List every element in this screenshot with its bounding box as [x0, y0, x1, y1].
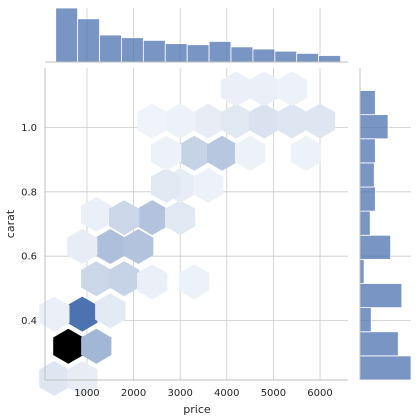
hexbin — [248, 71, 280, 107]
marginal-y-bar — [359, 186, 376, 212]
joint-hexbins — [39, 71, 336, 396]
marginal-y-bar — [359, 331, 399, 357]
marginal-y-bar — [359, 258, 365, 284]
marginal-x-bar — [208, 41, 232, 63]
marginal-x-bar — [296, 52, 320, 63]
hexbin — [151, 135, 182, 171]
x-tick-label: 6000 — [307, 388, 332, 399]
marginal-x-bar — [121, 37, 144, 63]
hexbin — [290, 135, 322, 171]
hexbin — [109, 200, 140, 236]
joint-axes: 1000 2000 3000 4000 5000 6000 0.4 0.6 0.8 1.0 — [21, 68, 348, 399]
x-tick-label: 2000 — [121, 388, 146, 399]
hexbin — [81, 261, 112, 297]
marginal-y-histogram — [359, 68, 412, 381]
marginal-y-bar — [359, 162, 375, 188]
hexbin — [151, 167, 182, 203]
hexbin — [53, 328, 84, 364]
hexbin — [165, 103, 196, 139]
hexbin — [221, 71, 252, 107]
marginal-x-bar — [318, 55, 341, 63]
marginal-y-bar — [359, 210, 371, 236]
hexbin — [123, 229, 154, 264]
x-tick-label: 5000 — [261, 388, 286, 399]
x-axis-label: price — [183, 403, 211, 416]
marginal-y-bar — [359, 138, 376, 164]
marginal-y-bar — [359, 307, 372, 333]
hexbin — [39, 296, 70, 332]
marginal-x-histogram — [45, 7, 348, 63]
hexbin — [221, 103, 252, 139]
hexbin — [248, 103, 280, 139]
marginal-y-bar — [359, 90, 376, 116]
y-tick-label: 0.6 — [21, 252, 37, 263]
hexbin — [179, 264, 210, 300]
hexbin — [67, 229, 98, 264]
hexbin — [81, 196, 112, 232]
marginal-x-bar — [230, 46, 254, 63]
hexbin — [137, 264, 168, 300]
hexbin — [67, 360, 98, 396]
hexbin — [165, 200, 196, 236]
hexbin — [137, 200, 168, 236]
hexbin — [39, 360, 70, 396]
marginal-x-bar — [186, 44, 210, 63]
marginal-x-bar — [55, 7, 79, 63]
marginal-y-bar — [359, 234, 392, 260]
hexbin — [304, 103, 336, 139]
hexbin — [235, 135, 266, 171]
marginal-x-bar — [142, 40, 166, 63]
hexbin — [179, 135, 210, 171]
marginal-y-bar — [359, 283, 403, 309]
hexbin — [276, 71, 308, 107]
hexbin — [95, 229, 126, 264]
hexbin — [137, 103, 168, 139]
marginal-y-bar — [359, 114, 389, 140]
marginal-x-bar — [274, 50, 298, 63]
x-tick-label: 3000 — [167, 388, 192, 399]
hexbin — [193, 167, 224, 203]
hexbin — [207, 135, 238, 171]
hexbin — [109, 261, 140, 297]
marginal-x-bar — [164, 43, 188, 63]
hexbin — [276, 103, 308, 139]
hexbin — [67, 296, 98, 332]
y-tick-label: 0.8 — [21, 187, 37, 198]
marginal-x-bar — [252, 48, 276, 63]
x-tick-label: 4000 — [214, 388, 239, 399]
marginal-x-bar — [99, 34, 122, 63]
hexbin — [95, 293, 126, 329]
hexbin — [81, 328, 112, 364]
hexbin — [193, 103, 224, 139]
marginal-y-bar — [359, 355, 412, 381]
y-tick-label: 1.0 — [21, 123, 37, 134]
y-axis-label: carat — [4, 209, 17, 238]
marginal-x-bar — [77, 18, 100, 63]
y-tick-label: 0.4 — [21, 316, 37, 327]
x-tick-label: 1000 — [74, 388, 99, 399]
